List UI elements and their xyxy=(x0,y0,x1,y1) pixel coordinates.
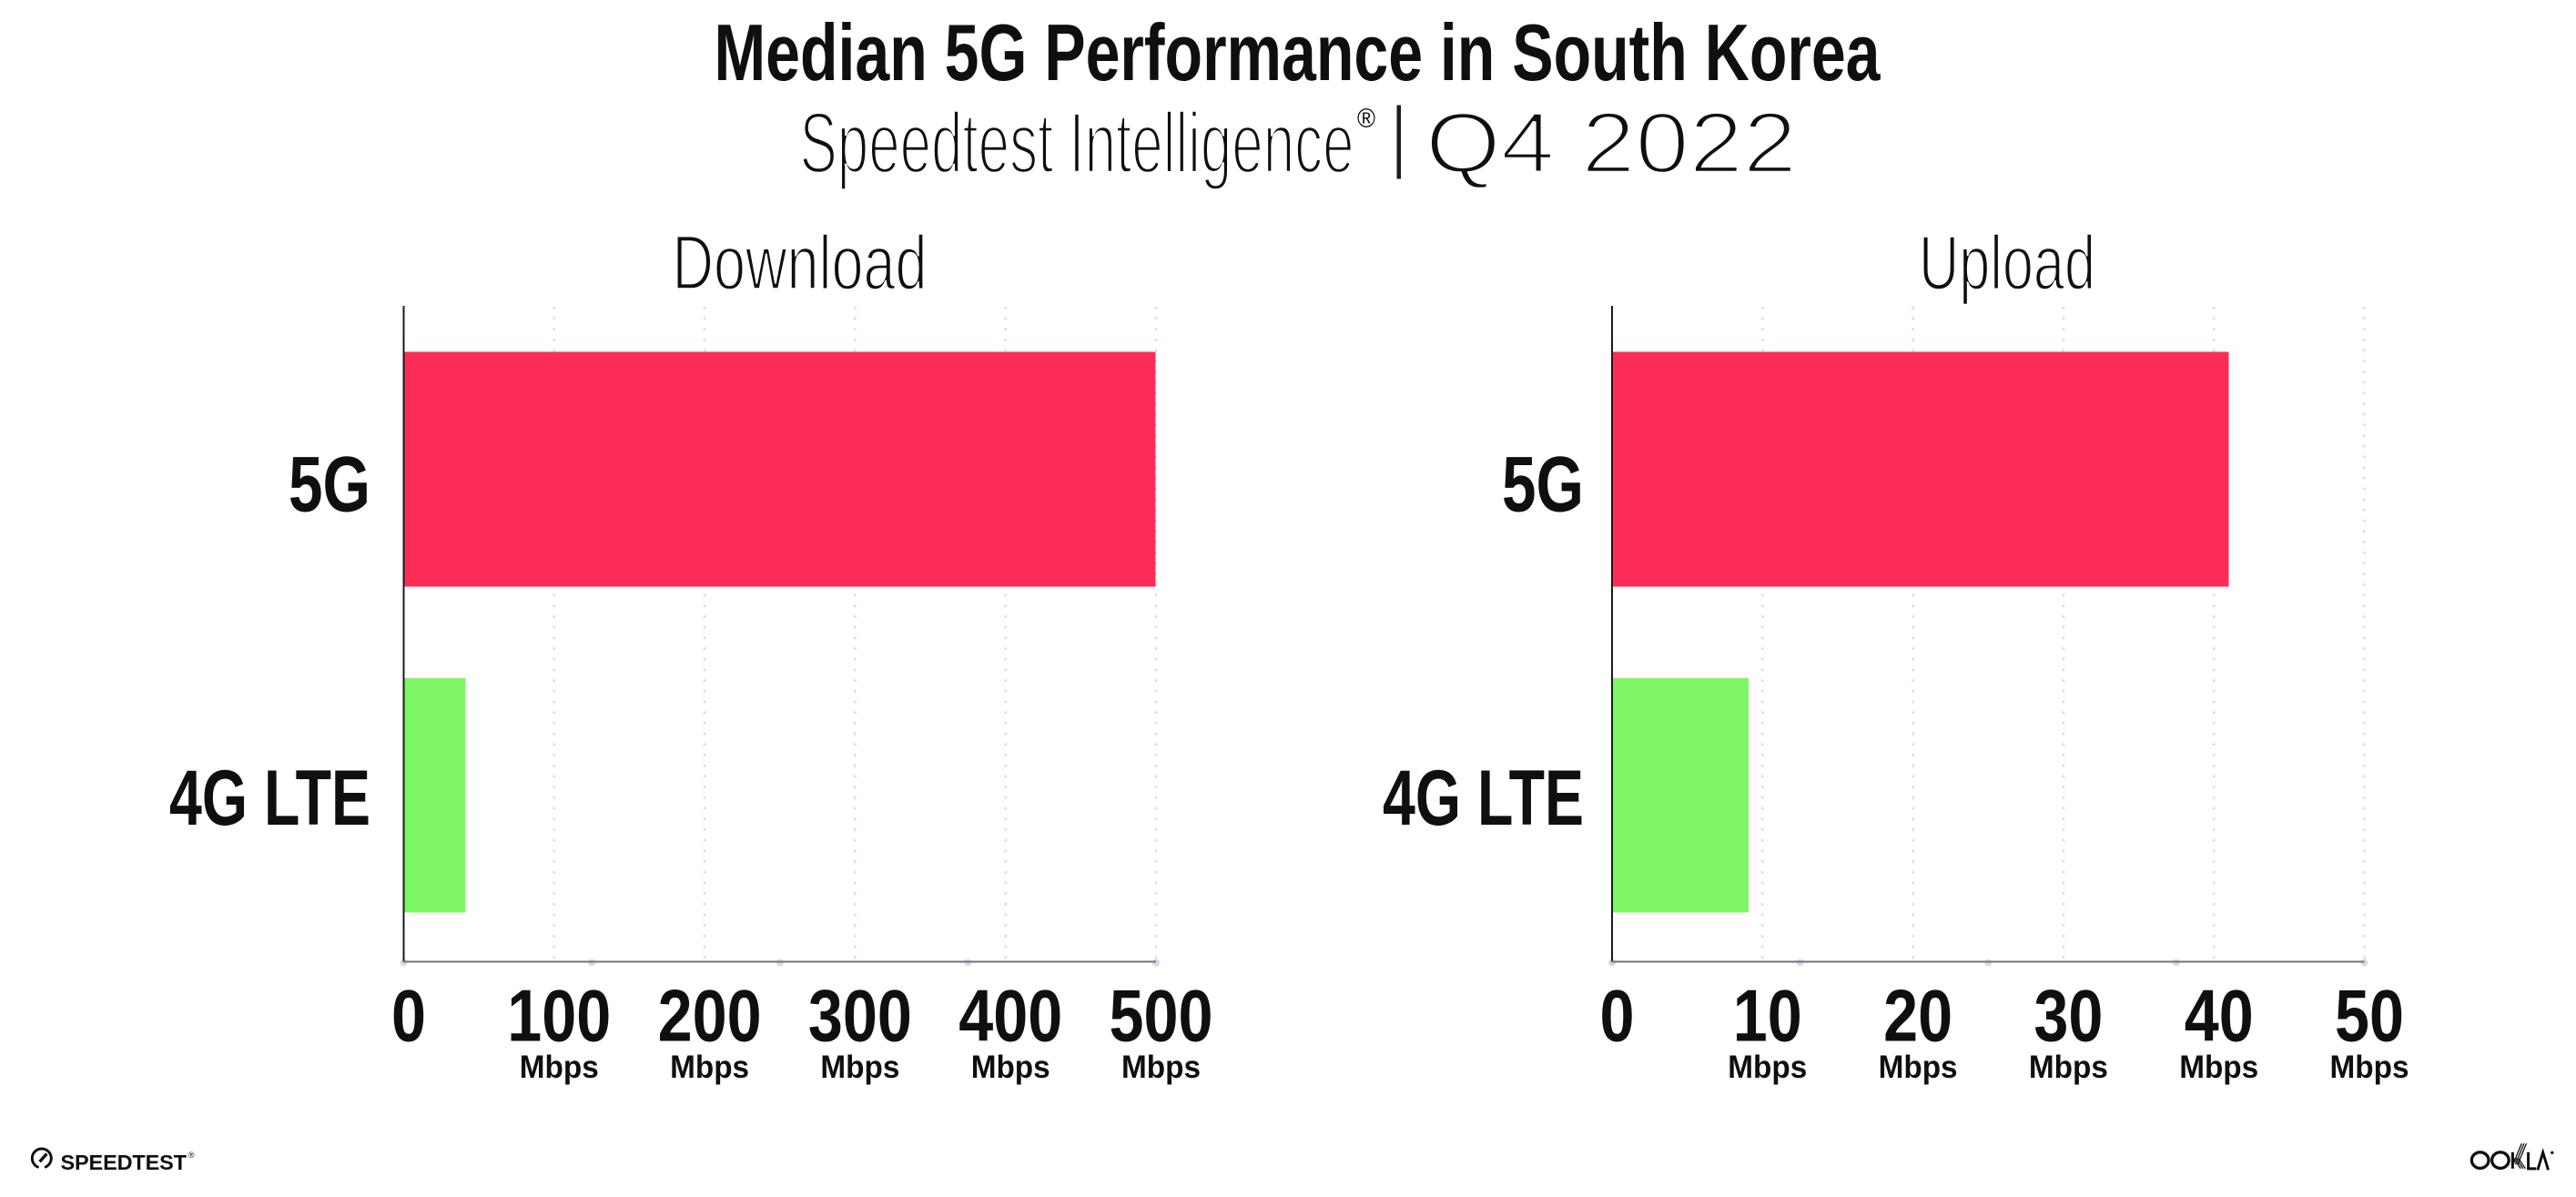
svg-text:50: 50 xyxy=(2335,976,2404,1058)
svg-text:4G LTE: 4G LTE xyxy=(1383,755,1584,842)
svg-text:Mbps: Mbps xyxy=(1879,1050,1958,1085)
svg-text:0: 0 xyxy=(391,976,426,1058)
svg-text:20: 20 xyxy=(1883,976,1952,1058)
svg-text:Mbps: Mbps xyxy=(520,1050,599,1085)
svg-text:Upload: Upload xyxy=(1919,219,2095,306)
svg-text:30: 30 xyxy=(2033,976,2103,1058)
svg-text:Download: Download xyxy=(673,219,928,306)
svg-text:Median 5G Performance in South: Median 5G Performance in South Korea xyxy=(715,7,1881,97)
svg-text:Mbps: Mbps xyxy=(1121,1050,1201,1085)
svg-text:10: 10 xyxy=(1733,976,1802,1058)
svg-text:Mbps: Mbps xyxy=(971,1050,1050,1085)
svg-text:SPEEDTEST: SPEEDTEST xyxy=(61,1151,188,1174)
svg-text:Q4 2022: Q4 2022 xyxy=(1425,95,1797,191)
svg-text:40: 40 xyxy=(2185,976,2254,1058)
svg-text:400: 400 xyxy=(958,976,1062,1058)
svg-text:500: 500 xyxy=(1110,976,1213,1058)
svg-text:Mbps: Mbps xyxy=(1728,1050,1807,1085)
svg-text:5G: 5G xyxy=(1502,441,1584,529)
svg-text:0: 0 xyxy=(1600,976,1635,1058)
svg-text:®: ® xyxy=(1357,104,1375,134)
svg-text:300: 300 xyxy=(808,976,912,1058)
svg-text:100: 100 xyxy=(507,976,611,1058)
svg-text:Mbps: Mbps xyxy=(2330,1050,2409,1085)
svg-text:200: 200 xyxy=(658,976,762,1058)
svg-text:Speedtest Intelligence: Speedtest Intelligence xyxy=(800,95,1354,191)
svg-text:Mbps: Mbps xyxy=(2029,1050,2108,1085)
svg-text:®: ® xyxy=(188,1151,195,1160)
svg-text:Mbps: Mbps xyxy=(2179,1050,2258,1085)
svg-text:4G LTE: 4G LTE xyxy=(169,755,370,842)
svg-text:Mbps: Mbps xyxy=(670,1050,749,1085)
svg-text:5G: 5G xyxy=(289,441,370,529)
svg-text:Mbps: Mbps xyxy=(820,1050,899,1085)
